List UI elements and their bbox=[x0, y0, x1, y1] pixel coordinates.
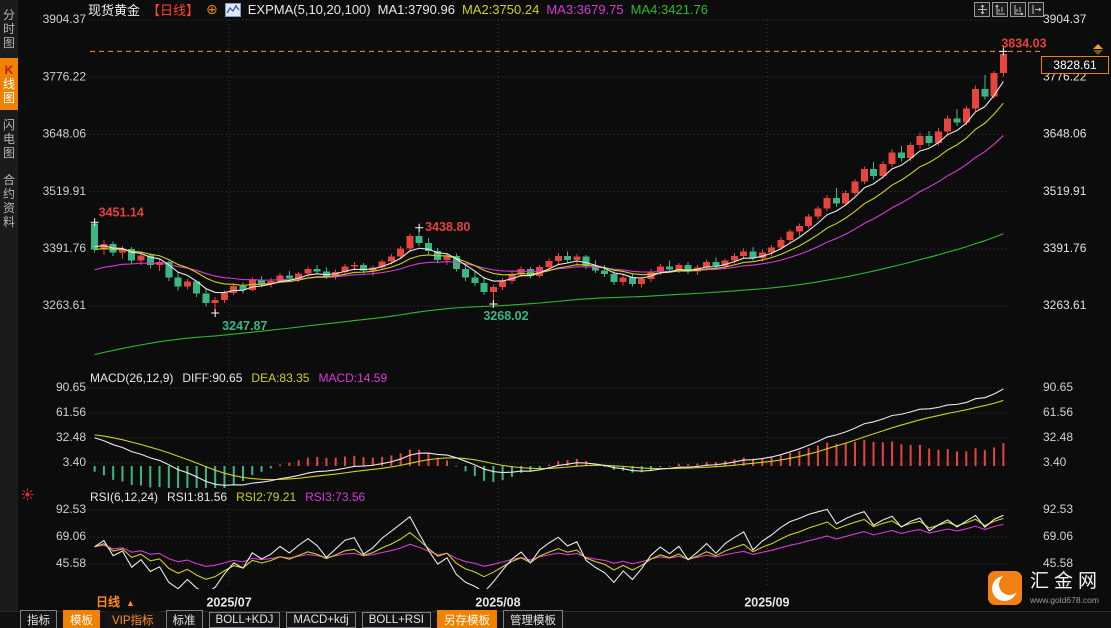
tab-standard[interactable]: 标准 bbox=[165, 610, 203, 628]
alert-blink-icon[interactable] bbox=[21, 488, 34, 506]
svg-text:3904.37: 3904.37 bbox=[43, 12, 87, 26]
period-arrow-icon: ▲ bbox=[126, 598, 135, 608]
rsi3-value: RSI3:73.56 bbox=[305, 490, 366, 504]
sidebar-item-candle-chart[interactable]: K线图 bbox=[0, 58, 18, 110]
jump-to-latest-icon[interactable] bbox=[1093, 44, 1105, 55]
ma4-value: MA4:3421.76 bbox=[630, 2, 708, 17]
ma2-value: MA2:3750.24 bbox=[461, 2, 540, 17]
sidebar-item-timeline-chart[interactable]: 分时图 bbox=[2, 8, 15, 50]
rsi-panel bbox=[94, 508, 1004, 589]
arrow-down-icon bbox=[1093, 50, 1103, 55]
svg-text:3391.76: 3391.76 bbox=[43, 241, 87, 255]
svg-text:92.53: 92.53 bbox=[1043, 502, 1073, 516]
svg-text:69.06: 69.06 bbox=[1043, 529, 1073, 543]
svg-text:61.56: 61.56 bbox=[56, 405, 86, 419]
chart-toolbar bbox=[974, 2, 1044, 17]
period-label: 【日线】 bbox=[147, 3, 200, 18]
svg-text:3263.61: 3263.61 bbox=[1043, 298, 1087, 312]
ma1-value: MA1:3790.96 bbox=[377, 2, 455, 17]
macd-indicator-row: MACD(26,12,9) DIFF:90.65 DEA:83.35 MACD:… bbox=[90, 371, 394, 385]
ma3-value: MA3:3679.75 bbox=[546, 2, 624, 17]
macd-name: MACD(26,12,9) bbox=[90, 371, 174, 385]
svg-text:3776.22: 3776.22 bbox=[43, 69, 87, 83]
candles bbox=[91, 51, 1007, 314]
tab-boll-kdj[interactable]: BOLL+KDJ bbox=[208, 612, 281, 628]
svg-text:3904.37: 3904.37 bbox=[1043, 12, 1087, 26]
svg-text:61.56: 61.56 bbox=[1043, 405, 1073, 419]
svg-text:90.65: 90.65 bbox=[1043, 380, 1073, 394]
last-price-tag: 3828.61 bbox=[1041, 56, 1109, 74]
bottom-toolbar: 指标 模板 VIP指标 标准 BOLL+KDJ MACD+kdj BOLL+RS… bbox=[0, 610, 1111, 628]
symbol-name: 现货黄金 bbox=[88, 3, 141, 18]
rsi2-value: RSI2:79.21 bbox=[236, 490, 297, 504]
sidebar-item-contract-info[interactable]: 合约资料 bbox=[2, 173, 15, 229]
macd-macd-value: MACD:14.59 bbox=[318, 371, 388, 385]
svg-text:3.40: 3.40 bbox=[1043, 455, 1067, 469]
svg-text:3519.91: 3519.91 bbox=[1043, 184, 1087, 198]
logo-name: 汇金网 bbox=[1030, 571, 1103, 592]
svg-text:3.40: 3.40 bbox=[63, 455, 87, 469]
chart-type-sidebar: 分时图 K线图 闪电图 合约资料 bbox=[0, 0, 18, 611]
svg-text:3247.87: 3247.87 bbox=[222, 319, 267, 333]
logo-url: www.gold678.com bbox=[1030, 595, 1099, 605]
svg-text:69.06: 69.06 bbox=[56, 529, 86, 543]
tab-templates[interactable]: 模板 bbox=[63, 610, 100, 628]
svg-text:90.65: 90.65 bbox=[56, 380, 86, 394]
scale-up-icon[interactable] bbox=[992, 2, 1008, 17]
sidebar-item-lightning-chart[interactable]: 闪电图 bbox=[2, 118, 15, 160]
tab-boll-rsi[interactable]: BOLL+RSI bbox=[361, 612, 431, 628]
svg-text:32.48: 32.48 bbox=[1043, 430, 1073, 444]
title-bar: 现货黄金 【日线】 ⊕ EXPMA(5,10,20,100) MA1:3790.… bbox=[88, 1, 716, 18]
svg-text:45.58: 45.58 bbox=[56, 556, 86, 570]
rsi-indicator-row: RSI(6,12,24) RSI1:81.56 RSI2:79.21 RSI3:… bbox=[90, 490, 372, 504]
price-annotations: 3451.14 3247.87 3438.80 3268.02 3834.03 bbox=[90, 36, 1047, 333]
svg-text:3268.02: 3268.02 bbox=[483, 309, 528, 323]
macd-dea-value: DEA:83.35 bbox=[251, 371, 310, 385]
svg-text:3648.06: 3648.06 bbox=[43, 127, 87, 141]
arrow-up-icon bbox=[1093, 44, 1103, 49]
period-text: 日线 bbox=[96, 595, 121, 609]
svg-text:2025/09: 2025/09 bbox=[744, 595, 789, 609]
svg-text:92.53: 92.53 bbox=[56, 502, 86, 516]
tab-save-template[interactable]: 另存模板 bbox=[436, 610, 497, 628]
svg-text:2025/08: 2025/08 bbox=[475, 595, 520, 609]
svg-text:3519.91: 3519.91 bbox=[43, 184, 87, 198]
macd-panel bbox=[93, 388, 1005, 488]
svg-text:3451.14: 3451.14 bbox=[99, 205, 144, 219]
svg-text:3263.61: 3263.61 bbox=[43, 298, 87, 312]
tab-indicators[interactable]: 指标 bbox=[20, 610, 57, 628]
svg-text:3391.76: 3391.76 bbox=[1043, 241, 1087, 255]
rsi1-value: RSI1:81.56 bbox=[167, 490, 228, 504]
svg-text:3648.06: 3648.06 bbox=[1043, 127, 1087, 141]
svg-text:3834.03: 3834.03 bbox=[1001, 36, 1046, 50]
rsi-name: RSI(6,12,24) bbox=[90, 490, 159, 504]
expma-lines bbox=[94, 81, 1004, 356]
tab-manage-template[interactable]: 管理模板 bbox=[502, 610, 563, 628]
svg-text:2025/07: 2025/07 bbox=[206, 595, 251, 609]
add-indicator-icon[interactable]: ⊕ bbox=[206, 1, 218, 17]
svg-text:3438.80: 3438.80 bbox=[425, 220, 470, 234]
gridlines bbox=[90, 19, 1008, 588]
macd-diff-value: DIFF:90.65 bbox=[182, 371, 243, 385]
scale-right-icon[interactable] bbox=[1010, 2, 1026, 17]
svg-text:32.48: 32.48 bbox=[56, 430, 86, 444]
pan-move-icon[interactable] bbox=[974, 2, 990, 17]
shift-right-icon[interactable] bbox=[1028, 2, 1044, 17]
expma-indicator-label: EXPMA(5,10,20,100) bbox=[247, 2, 371, 17]
svg-text:45.58: 45.58 bbox=[1043, 556, 1073, 570]
tab-vip-indicators[interactable]: VIP指标 bbox=[106, 611, 160, 628]
site-logo: 汇金网 www.gold678.com bbox=[988, 571, 1102, 605]
logo-mark-icon bbox=[988, 571, 1022, 605]
tab-macd-kdj[interactable]: MACD+kdj bbox=[286, 612, 356, 628]
chart-thumbnail-icon[interactable] bbox=[224, 2, 241, 17]
bottom-period-label[interactable]: 日线 ▲ bbox=[96, 593, 135, 610]
